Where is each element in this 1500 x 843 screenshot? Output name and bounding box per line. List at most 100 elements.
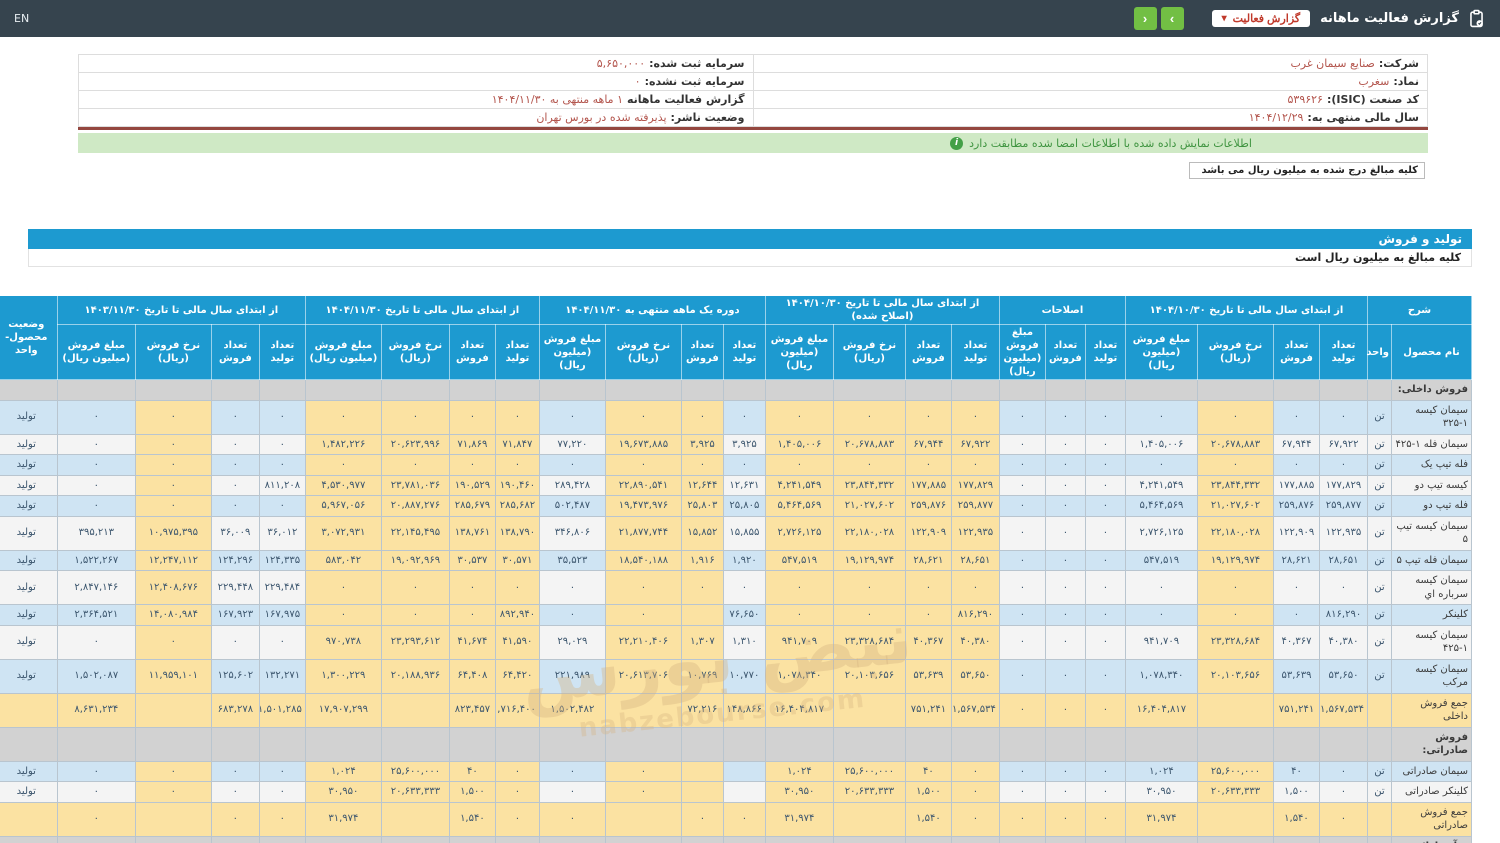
value-cell: ۶۷,۹۲۲ xyxy=(950,433,1000,455)
unit-cell: تن xyxy=(1366,781,1393,803)
value-cell: ۰ xyxy=(210,781,260,803)
unit-cell: تن xyxy=(1366,515,1393,551)
section-row-cell xyxy=(832,726,906,762)
chevron-down-icon: ▾ xyxy=(1221,13,1227,24)
unit-cell: تن xyxy=(1366,433,1393,455)
value-cell: ۳۹۵,۲۱۳ xyxy=(56,515,136,551)
value-cell: ۰ xyxy=(1044,692,1086,728)
value-cell: ۱۲,۲۴۷,۱۱۲ xyxy=(134,549,212,571)
value-cell: ۸,۶۳۱,۲۳۴ xyxy=(56,692,136,728)
value-cell: ۰ xyxy=(1084,454,1126,476)
value-cell: ۱۷۷,۸۸۵ xyxy=(1272,474,1320,496)
value-cell: ۳۰,۹۵۰ xyxy=(764,781,834,803)
section-amounts-note: کلیه مبالغ به میلیون ریال است xyxy=(28,249,1472,267)
value-cell: ۰ xyxy=(1318,760,1368,782)
value-cell: ۷۲,۲۱۶ xyxy=(680,692,724,728)
info-value[interactable]: صنایع سیمان غرب xyxy=(1290,57,1375,70)
value-cell: ۰ xyxy=(1084,495,1126,517)
value-cell: ۴۰,۳۸۰ xyxy=(950,624,1000,660)
section-row-label: فروش صادراتی: xyxy=(1391,726,1472,762)
section-row-cell xyxy=(1272,835,1320,843)
value-cell: ۰ xyxy=(1124,454,1198,476)
section-row-cell xyxy=(722,726,766,762)
unit-cell: تن xyxy=(1366,454,1393,476)
top-bar: گزارش فعالیت ماهانه گزارش فعالیت ▾ › ‹ E… xyxy=(0,0,1500,37)
prev-report-button[interactable]: ‹ xyxy=(1133,7,1157,30)
value-cell: ۵۴۷,۵۱۹ xyxy=(764,549,834,571)
value-cell: ۵۰۲,۴۸۷ xyxy=(538,495,606,517)
section-row-cell xyxy=(258,379,306,401)
value-cell: ۴,۵۳۰,۹۷۷ xyxy=(304,474,382,496)
value-cell: ۲۸,۶۵۱ xyxy=(1318,549,1368,571)
value-cell: ۰ xyxy=(832,604,906,626)
value-cell: ۰ xyxy=(448,454,496,476)
section-row-cell xyxy=(56,835,136,843)
info-value: سغرب xyxy=(1358,75,1390,88)
value-cell xyxy=(722,781,766,803)
product-name-cell: سیمان کیسه ۱-۳۲۵ xyxy=(1391,399,1472,435)
value-cell: ۴۰,۳۶۷ xyxy=(904,624,952,660)
value-cell: ۰ xyxy=(904,570,952,605)
table-row: سیمان فله ۱-۴۲۵ تن ۶۷,۹۲۲ ۶۷,۹۴۴ ۲۰,۶۷۸,۸۸۳ ۱… xyxy=(0,433,1472,455)
value-cell: ۲۰,۶۳۳,۳۳۳ xyxy=(1196,781,1274,803)
value-cell: ۱,۰۲۴ xyxy=(304,760,382,782)
value-cell: ۰ xyxy=(904,604,952,626)
table-row: کیسه تیپ دو تن ۱۷۷,۸۲۹ ۱۷۷,۸۸۵ ۲۳,۸۴۴,۳۳۲ ۴,۲… xyxy=(0,474,1472,496)
product-status-cell: تولید xyxy=(0,658,58,694)
column-header: تعداد فروش xyxy=(1044,324,1086,380)
value-cell: ۰ xyxy=(1044,454,1086,476)
value-cell: ۸۹۲,۹۴۰ xyxy=(494,604,540,626)
value-cell: ۰ xyxy=(1196,604,1274,626)
value-cell: ۰ xyxy=(56,454,136,476)
value-cell: ۳,۹۲۵ xyxy=(722,433,766,455)
value-cell: ۲۸۵,۶۸۲ xyxy=(494,495,540,517)
company-info-table-wrap: شرکت:صنایع سیمان غرب سرمایه ثبت شده:۵,۶۵۰… xyxy=(78,54,1428,130)
value-cell: ۲۱,۰۲۷,۶۰۲ xyxy=(1196,495,1274,517)
column-header: مبلغ فروش (میلیون ریال) xyxy=(538,324,606,380)
section-row-cell xyxy=(0,379,58,401)
value-cell: ۰ xyxy=(258,495,306,517)
value-cell: ۰ xyxy=(1044,495,1086,517)
value-cell: ۰ xyxy=(134,624,212,660)
value-cell: ۰ xyxy=(56,781,136,803)
value-cell: ۰ xyxy=(1084,624,1126,660)
unit-cell: تن xyxy=(1366,570,1393,605)
value-cell: ۲۲,۲۱۰,۴۰۶ xyxy=(604,624,682,660)
value-cell: ۵,۴۶۴,۵۶۹ xyxy=(1124,495,1198,517)
value-cell: ۲۲,۱۴۵,۴۹۵ xyxy=(380,515,450,551)
product-status-cell xyxy=(0,692,58,728)
value-cell: ۷۱,۸۴۷ xyxy=(494,433,540,455)
section-row-cell xyxy=(1124,379,1198,401)
value-cell: ۲۲,۱۸۰,۰۲۸ xyxy=(1196,515,1274,551)
value-cell: ۳۶,۰۰۹ xyxy=(210,515,260,551)
value-cell: ۰ xyxy=(998,570,1046,605)
value-cell: ۰ xyxy=(380,570,450,605)
table-row: جمع فروش داخلی ۱,۵۶۷,۵۳۴ ۷۵۱,۲۴۱ ۱۶,۴۰۴,۸۱۷… xyxy=(0,692,1472,728)
value-cell: ۱۶,۴۰۴,۸۱۷ xyxy=(1124,692,1198,728)
report-type-dropdown[interactable]: گزارش فعالیت ▾ xyxy=(1211,10,1311,27)
value-cell: ۲۸۹,۴۲۸ xyxy=(538,474,606,496)
section-row-cell xyxy=(604,726,682,762)
section-row-cell xyxy=(494,379,540,401)
value-cell: ۰ xyxy=(494,781,540,803)
value-cell: ۰ xyxy=(1196,454,1274,476)
info-label: کد صنعت (ISIC): xyxy=(1326,93,1419,106)
section-row-cell xyxy=(604,379,682,401)
value-cell: ۶۷,۹۲۲ xyxy=(1318,433,1368,455)
value-cell: ۰ xyxy=(1044,801,1086,837)
value-cell: ۲۸,۶۲۱ xyxy=(904,549,952,571)
column-header: تعداد فروش xyxy=(904,324,952,380)
value-cell: ۸۱۱,۲۰۸ xyxy=(258,474,306,496)
value-cell: ۰ xyxy=(832,399,906,435)
value-cell: ۰ xyxy=(1044,399,1086,435)
section-row-cell xyxy=(832,835,906,843)
value-cell: ۰ xyxy=(1084,658,1126,694)
language-switch-en[interactable]: EN xyxy=(14,12,30,25)
value-cell: ۰ xyxy=(538,454,606,476)
section-row-cell xyxy=(1196,379,1274,401)
unit-cell: تن xyxy=(1366,474,1393,496)
value-cell: ۰ xyxy=(604,760,682,782)
column-group-header: از ابتدای سال مالی تا تاریخ ۱۴۰۴/۱۰/۳۰ xyxy=(1124,295,1368,325)
next-report-button[interactable]: › xyxy=(1160,7,1184,30)
section-row-cell xyxy=(1318,726,1368,762)
